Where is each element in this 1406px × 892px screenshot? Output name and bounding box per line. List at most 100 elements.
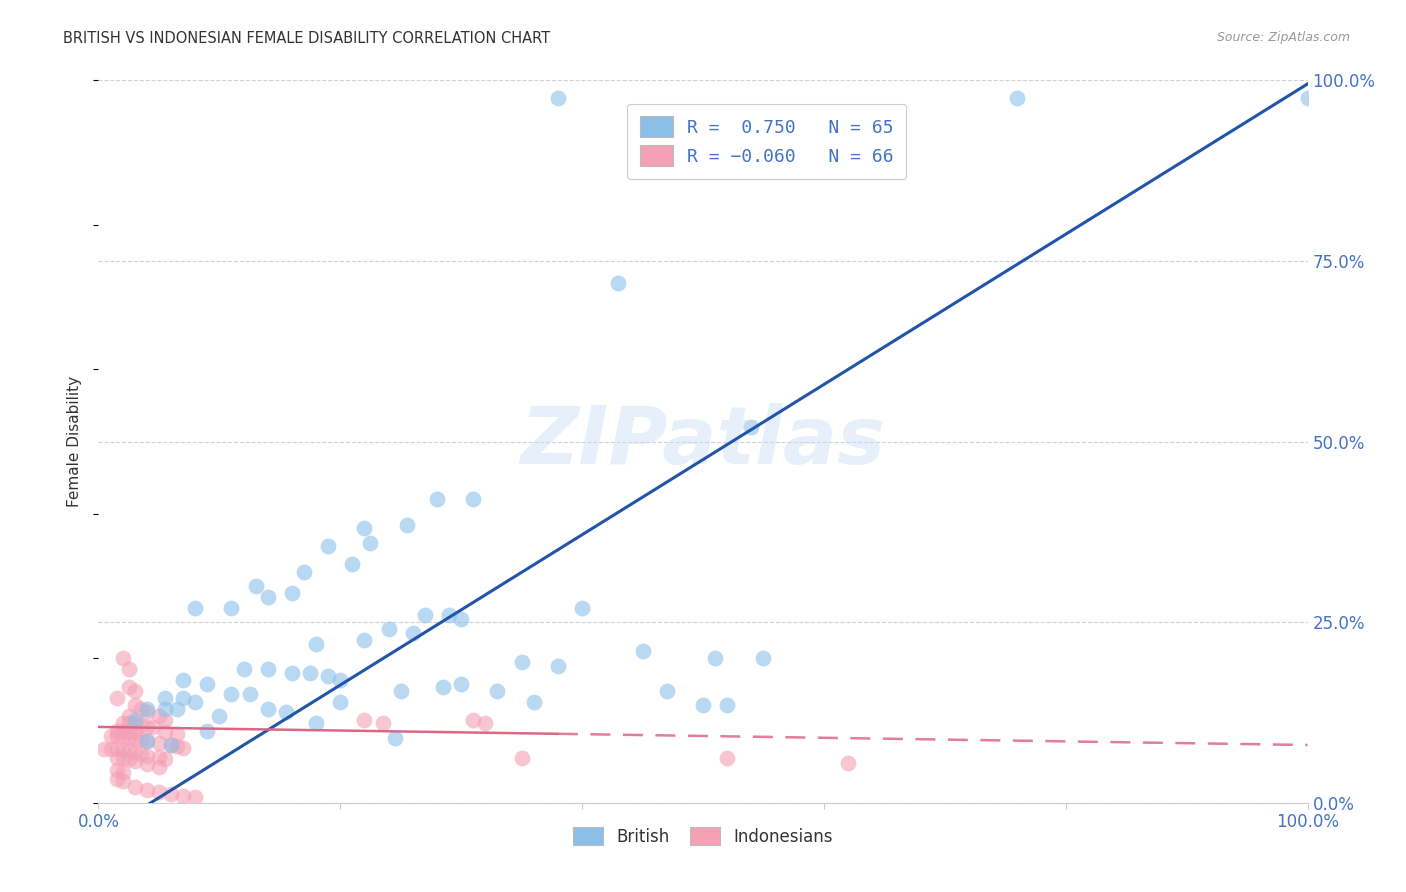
Legend: British, Indonesians: British, Indonesians [567, 821, 839, 852]
Point [118, 743, 141, 757]
Y-axis label: Female Disability: Female Disability [67, 376, 83, 508]
Point [342, 558, 364, 572]
Point [463, 492, 485, 507]
Point [124, 780, 146, 794]
Point [474, 716, 496, 731]
Point [100, 729, 122, 743]
Point [135, 734, 157, 748]
Point [124, 713, 146, 727]
Text: ZIPatlas: ZIPatlas [520, 402, 886, 481]
Point [274, 706, 297, 720]
Point [221, 687, 243, 701]
Point [148, 750, 170, 764]
Point [105, 691, 128, 706]
Point [105, 723, 128, 738]
Point [837, 756, 859, 770]
Point [463, 713, 485, 727]
Point [135, 734, 157, 748]
Point [547, 658, 569, 673]
Point [148, 785, 170, 799]
Point [129, 732, 152, 747]
Point [135, 748, 157, 763]
Point [232, 662, 254, 676]
Point [118, 723, 141, 738]
Point [166, 702, 188, 716]
Point [135, 702, 157, 716]
Point [111, 729, 134, 743]
Text: BRITISH VS INDONESIAN FEMALE DISABILITY CORRELATION CHART: BRITISH VS INDONESIAN FEMALE DISABILITY … [63, 31, 550, 46]
Text: Source: ZipAtlas.com: Source: ZipAtlas.com [1216, 31, 1350, 45]
Point [184, 695, 207, 709]
Point [148, 709, 170, 723]
Point [437, 607, 460, 622]
Point [281, 665, 304, 680]
Point [486, 683, 509, 698]
Point [111, 765, 134, 780]
Point [105, 729, 128, 743]
Point [299, 665, 322, 680]
Point [166, 727, 188, 741]
Point [160, 738, 183, 752]
Point [245, 579, 267, 593]
Point [395, 517, 418, 532]
Point [124, 716, 146, 731]
Point [148, 760, 170, 774]
Point [221, 600, 243, 615]
Point [111, 651, 134, 665]
Point [135, 720, 157, 734]
Point [129, 702, 152, 716]
Point [129, 747, 152, 761]
Point [142, 720, 165, 734]
Point [450, 676, 472, 690]
Point [124, 698, 146, 713]
Point [316, 669, 339, 683]
Point [124, 732, 146, 747]
Point [510, 751, 533, 765]
Point [184, 790, 207, 805]
Point [118, 709, 141, 723]
Point [239, 687, 262, 701]
Point [172, 691, 194, 706]
Point [316, 539, 339, 553]
Point [172, 673, 194, 687]
Point [413, 607, 436, 622]
Point [153, 702, 176, 716]
Point [135, 782, 157, 797]
Point [450, 611, 472, 625]
Point [111, 751, 134, 765]
Point [329, 673, 352, 687]
Point [353, 633, 375, 648]
Point [256, 702, 278, 716]
Point [105, 764, 128, 778]
Point [523, 695, 546, 709]
Point [305, 637, 328, 651]
Point [111, 774, 134, 789]
Point [281, 586, 304, 600]
Point [100, 741, 122, 756]
Point [353, 521, 375, 535]
Point [510, 655, 533, 669]
Point [172, 740, 194, 755]
Point [1296, 91, 1319, 105]
Point [716, 751, 738, 765]
Point [631, 644, 654, 658]
Point [118, 752, 141, 766]
Point [655, 683, 678, 698]
Point [716, 698, 738, 713]
Point [124, 683, 146, 698]
Point [129, 718, 152, 732]
Point [256, 590, 278, 604]
Point [371, 716, 394, 731]
Point [105, 741, 128, 756]
Point [607, 276, 630, 290]
Point [184, 600, 207, 615]
Point [160, 738, 183, 752]
Point [360, 535, 382, 549]
Point [118, 731, 141, 745]
Point [571, 600, 593, 615]
Point [111, 743, 134, 757]
Point [124, 745, 146, 759]
Point [402, 626, 425, 640]
Point [384, 731, 406, 745]
Point [353, 713, 375, 727]
